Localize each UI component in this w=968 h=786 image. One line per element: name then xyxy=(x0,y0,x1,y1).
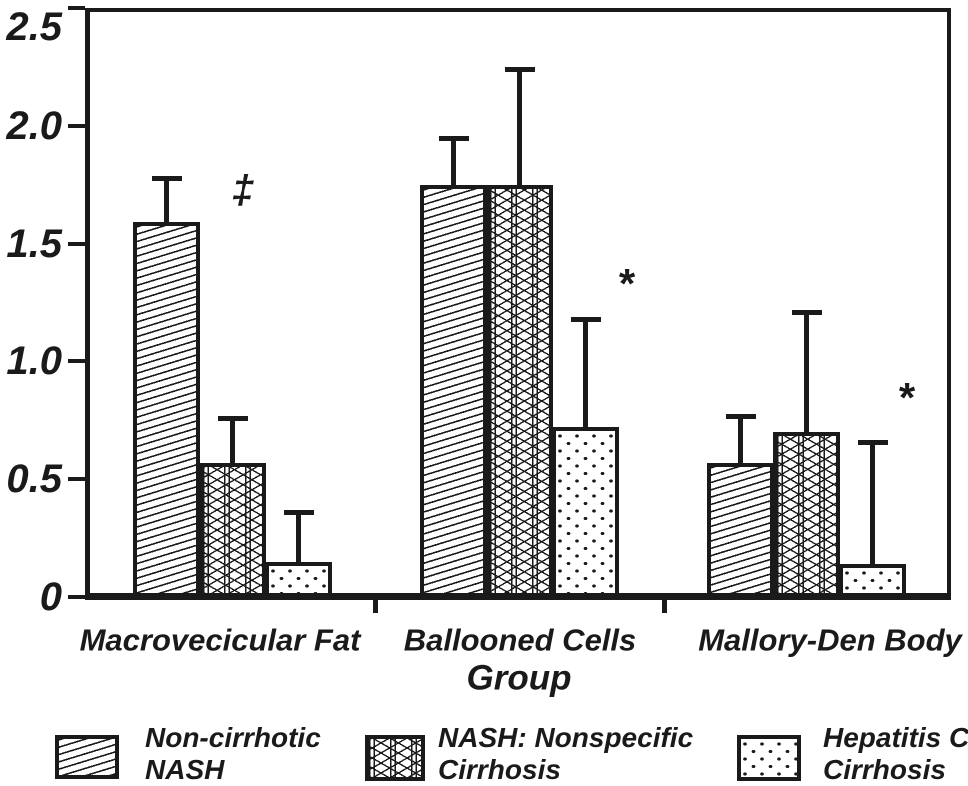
category-label: Mallory-Den Body xyxy=(698,622,962,658)
asterisk-annotation: * xyxy=(898,374,916,421)
error-bar-cap xyxy=(504,67,535,73)
error-bar-stem xyxy=(164,177,169,223)
y-tick-label: 2.0 xyxy=(6,103,62,148)
error-bar-stem xyxy=(738,415,743,463)
error-bar-stem xyxy=(517,69,522,185)
error-bar-cap xyxy=(438,135,469,141)
y-tick-mark xyxy=(68,241,85,246)
legend-label: NASH: Nonspecific Cirrhosis xyxy=(438,722,693,786)
y-tick-mark xyxy=(68,477,85,482)
double-dagger-annotation: ‡ xyxy=(231,168,255,212)
x-tick-mark xyxy=(662,600,667,613)
y-tick-mark xyxy=(68,359,85,364)
y-tick-mark xyxy=(68,595,85,599)
error-bar-stem xyxy=(230,417,235,463)
legend-swatch-dots xyxy=(737,735,801,781)
legend-label-line: Cirrhosis xyxy=(823,754,946,785)
error-bar-stem xyxy=(296,512,301,562)
error-bar-cap xyxy=(217,415,248,421)
legend-swatch-diagonal-hatch xyxy=(55,735,119,779)
error-bar-cap xyxy=(791,309,822,315)
y-tick-label: 2.5 xyxy=(6,5,62,49)
error-bar-cap xyxy=(570,316,601,322)
y-tick-label: 0 xyxy=(39,575,62,619)
legend-label: Hepatitis C Cirrhosis xyxy=(823,722,968,786)
y-tick-label: 0.5 xyxy=(6,457,62,502)
error-bar-stem xyxy=(870,441,875,564)
asterisk-annotation: * xyxy=(618,260,636,307)
bar xyxy=(265,561,332,597)
error-bar-stem xyxy=(583,318,588,428)
bar xyxy=(707,462,774,597)
y-tick-mark xyxy=(68,123,85,128)
category-label: Ballooned Cells xyxy=(403,622,637,658)
legend-swatch-crosshatch xyxy=(365,735,425,781)
error-bar-cap xyxy=(151,175,182,181)
error-bar-cap xyxy=(283,510,314,516)
legend-label-line: Cirrhosis xyxy=(438,754,561,785)
bar xyxy=(199,462,266,597)
y-tick-label: 1.0 xyxy=(6,339,62,384)
bar xyxy=(420,184,487,597)
legend-label: Non-cirrhotic NASH xyxy=(145,722,321,786)
bar xyxy=(773,432,840,597)
error-bar-cap xyxy=(725,413,756,419)
y-tick-mark xyxy=(68,6,85,10)
legend-label-line: NASH: Nonspecific xyxy=(438,722,694,753)
x-axis-title: Group xyxy=(466,658,572,698)
category-label: Macrovecicular Fat xyxy=(79,622,361,658)
bar xyxy=(552,427,619,597)
error-bar-cap xyxy=(857,439,888,445)
y-tick-label: 1.5 xyxy=(6,221,62,266)
x-tick-mark xyxy=(373,600,378,613)
bar xyxy=(133,222,200,597)
legend-label-line: NASH xyxy=(145,754,225,785)
error-bar-stem xyxy=(804,311,809,433)
legend-label-line: Hepatitis C xyxy=(823,722,968,753)
error-bar-stem xyxy=(451,137,456,185)
bar xyxy=(839,564,906,597)
bar xyxy=(486,184,553,597)
legend-label-line: Non-cirrhotic xyxy=(145,722,321,753)
